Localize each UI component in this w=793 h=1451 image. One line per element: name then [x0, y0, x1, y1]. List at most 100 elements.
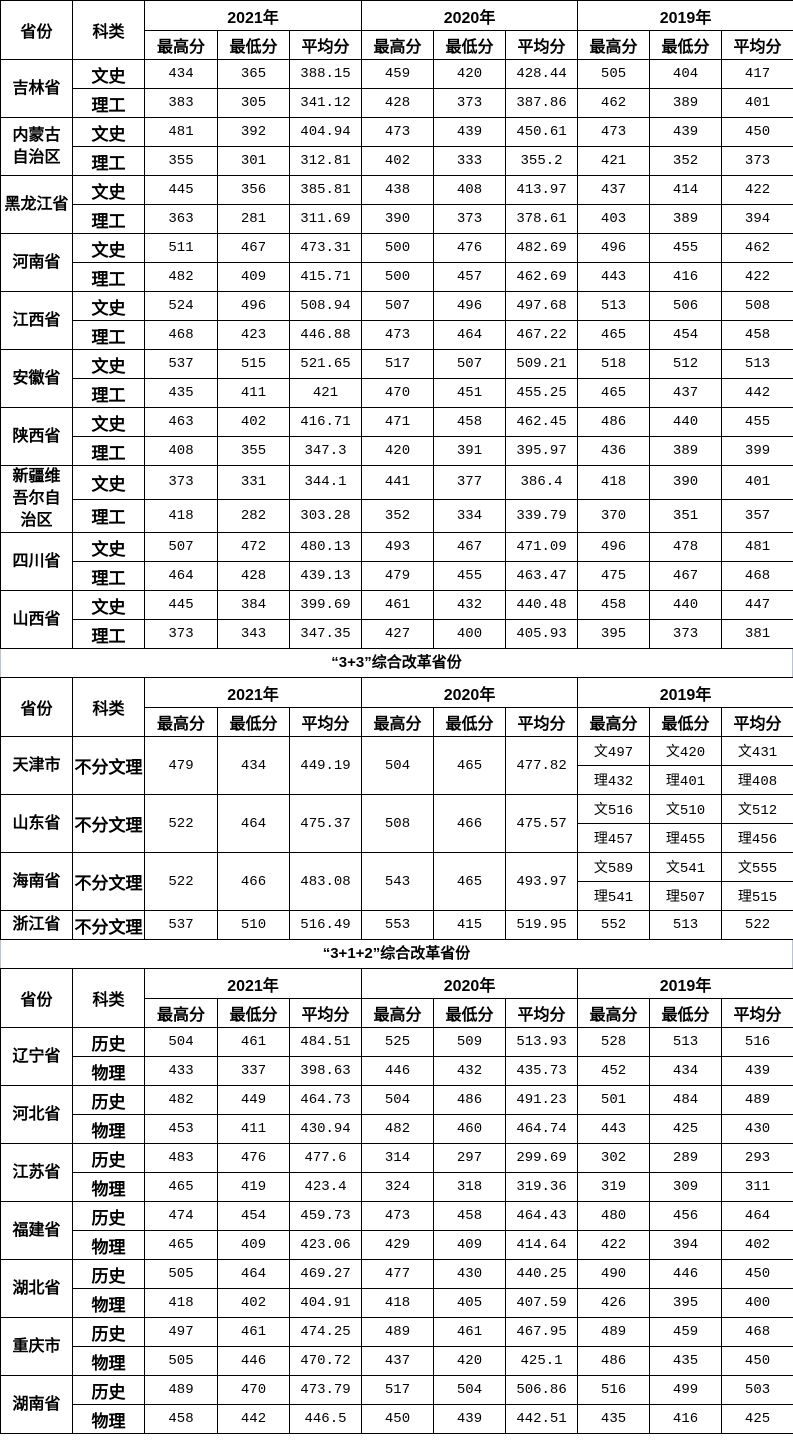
- table-row: 江苏省 历史 483 476 477.6 314 297 299.69 302 289 293: [0, 1143, 793, 1202]
- metric-header: 最高分: [577, 998, 651, 1028]
- score-cell-2019: 文431: [721, 736, 793, 766]
- score-cell: 289: [649, 1143, 723, 1173]
- table-row: 物理 418 402 404.91 418 405 407.59 426 395 400: [1, 1288, 793, 1318]
- score-cell: 423: [217, 320, 290, 350]
- subject-cell: 文史: [72, 407, 145, 437]
- score-cell: 392: [217, 117, 290, 147]
- table-row: 辽宁省 历史 504 461 484.51 525 509 513.93 528 513 516: [0, 1027, 793, 1086]
- score-cell: 318: [433, 1172, 507, 1202]
- score-cell: 443: [577, 262, 651, 292]
- score-cell: 465: [577, 320, 651, 350]
- score-cell: 435: [577, 1404, 651, 1434]
- score-cell: 458: [433, 1201, 507, 1231]
- score-cell: 458: [433, 407, 507, 437]
- score-cell: 395: [577, 619, 651, 649]
- score-cell: 486: [577, 407, 651, 437]
- score-cell: 422: [721, 262, 793, 292]
- score-cell: 481: [144, 117, 218, 147]
- score-cell: 467.95: [505, 1317, 579, 1347]
- metric-header: 最高分: [577, 707, 651, 737]
- score-cell: 457: [433, 262, 507, 292]
- score-cell-2019: 理432: [577, 765, 651, 795]
- score-cell: 420: [361, 436, 435, 466]
- score-cell: 507: [361, 291, 435, 321]
- score-cell-2019: 522: [721, 910, 793, 940]
- metric-header: 最高分: [361, 998, 435, 1028]
- score-cell-2019: 理541: [577, 881, 651, 911]
- score-cell: 476: [433, 233, 507, 263]
- score-cell: 493.97: [505, 852, 579, 911]
- score-cell: 467: [217, 233, 290, 263]
- table-row: 物理 505 446 470.72 437 420 425.1 486 435 450: [1, 1346, 793, 1376]
- score-cell: 513: [721, 349, 793, 379]
- score-table: 省份 科类 2021年 2020年 2019年 最高分 最低分 平均分 最高分 最低分 平均分 最高分…: [0, 0, 793, 649]
- score-cell: 402: [217, 1288, 290, 1318]
- score-cell: 383: [144, 88, 218, 118]
- score-cell: 479: [144, 736, 218, 795]
- table-row: 理工 435 411 421 470 451 455.25 465 437 442: [1, 378, 793, 408]
- score-cell: 373: [144, 465, 218, 500]
- score-cell: 447: [721, 590, 793, 620]
- subject-cell: 文史: [72, 59, 145, 89]
- subject-cell: 历史: [72, 1375, 145, 1405]
- score-cell: 553: [361, 910, 435, 940]
- score-cell: 474.25: [288, 1317, 363, 1347]
- score-cell: 408: [433, 175, 507, 205]
- score-cell: 324: [361, 1172, 435, 1202]
- score-cell: 464: [217, 794, 290, 853]
- score-cell: 423.4: [288, 1172, 363, 1202]
- score-cell: 510: [217, 910, 290, 940]
- score-cell: 473.31: [288, 233, 363, 263]
- score-cell: 302: [577, 1143, 651, 1173]
- score-cell: 440.25: [505, 1259, 579, 1289]
- score-cell: 352: [649, 146, 723, 176]
- section-title: “3+3”综合改革省份: [0, 649, 793, 677]
- score-cell: 446: [217, 1346, 290, 1376]
- score-cell: 437: [577, 175, 651, 205]
- score-cell: 331: [217, 465, 290, 500]
- province-cell: 江苏省: [0, 1143, 73, 1202]
- score-cell: 347.3: [288, 436, 363, 466]
- subject-cell: 历史: [72, 1143, 145, 1173]
- score-cell: 450: [721, 1259, 793, 1289]
- year-header: 2021年: [143, 0, 363, 31]
- metric-header: 最低分: [433, 998, 507, 1028]
- score-cell: 430: [433, 1259, 507, 1289]
- score-cell: 497.68: [505, 291, 579, 321]
- score-cell: 467: [649, 561, 723, 591]
- score-cell: 334: [433, 498, 507, 533]
- table-row: 理工 355 301 312.81 402 333 355.2 421 352 373: [1, 146, 793, 176]
- score-cell: 463.47: [505, 561, 579, 591]
- score-cell: 418: [144, 1288, 218, 1318]
- subject-cell: 历史: [72, 1317, 145, 1347]
- province-cell: 吉林省: [0, 59, 73, 118]
- score-cell: 439.13: [288, 561, 363, 591]
- score-cell: 373: [144, 619, 218, 649]
- score-cell: 433: [144, 1056, 218, 1086]
- subject-cell: 文史: [72, 349, 145, 379]
- score-cell: 425: [649, 1114, 723, 1144]
- score-cell: 434: [144, 59, 218, 89]
- score-cell: 458: [721, 320, 793, 350]
- score-cell: 477.82: [505, 736, 579, 795]
- score-cell: 464: [217, 1259, 290, 1289]
- score-cell: 395.97: [505, 436, 579, 466]
- score-cell: 484: [649, 1085, 723, 1115]
- score-cell: 428.44: [505, 59, 579, 89]
- score-cell: 515: [217, 349, 290, 379]
- score-cell: 497: [144, 1317, 218, 1347]
- score-cell: 303.28: [288, 498, 363, 533]
- score-cell: 486: [577, 1346, 651, 1376]
- table-row: 物理 453 411 430.94 482 460 464.74 443 425 430: [1, 1114, 793, 1144]
- subject-cell: 文史: [72, 465, 145, 500]
- score-cell: 516: [577, 1375, 651, 1405]
- table-row: 物理 458 442 446.5 450 439 442.51 435 416 425: [1, 1404, 793, 1434]
- score-cell: 464.43: [505, 1201, 579, 1231]
- table-row: 湖北省 历史 505 464 469.27 477 430 440.25 490 446 450: [0, 1259, 793, 1318]
- province-cell: 重庆市: [0, 1317, 73, 1376]
- year-header: 2021年: [143, 968, 363, 999]
- score-cell: 483: [144, 1143, 218, 1173]
- score-cell: 508.94: [288, 291, 363, 321]
- score-cell: 475: [577, 561, 651, 591]
- table-row: 理工 468 423 446.88 473 464 467.22 465 454 458: [1, 320, 793, 350]
